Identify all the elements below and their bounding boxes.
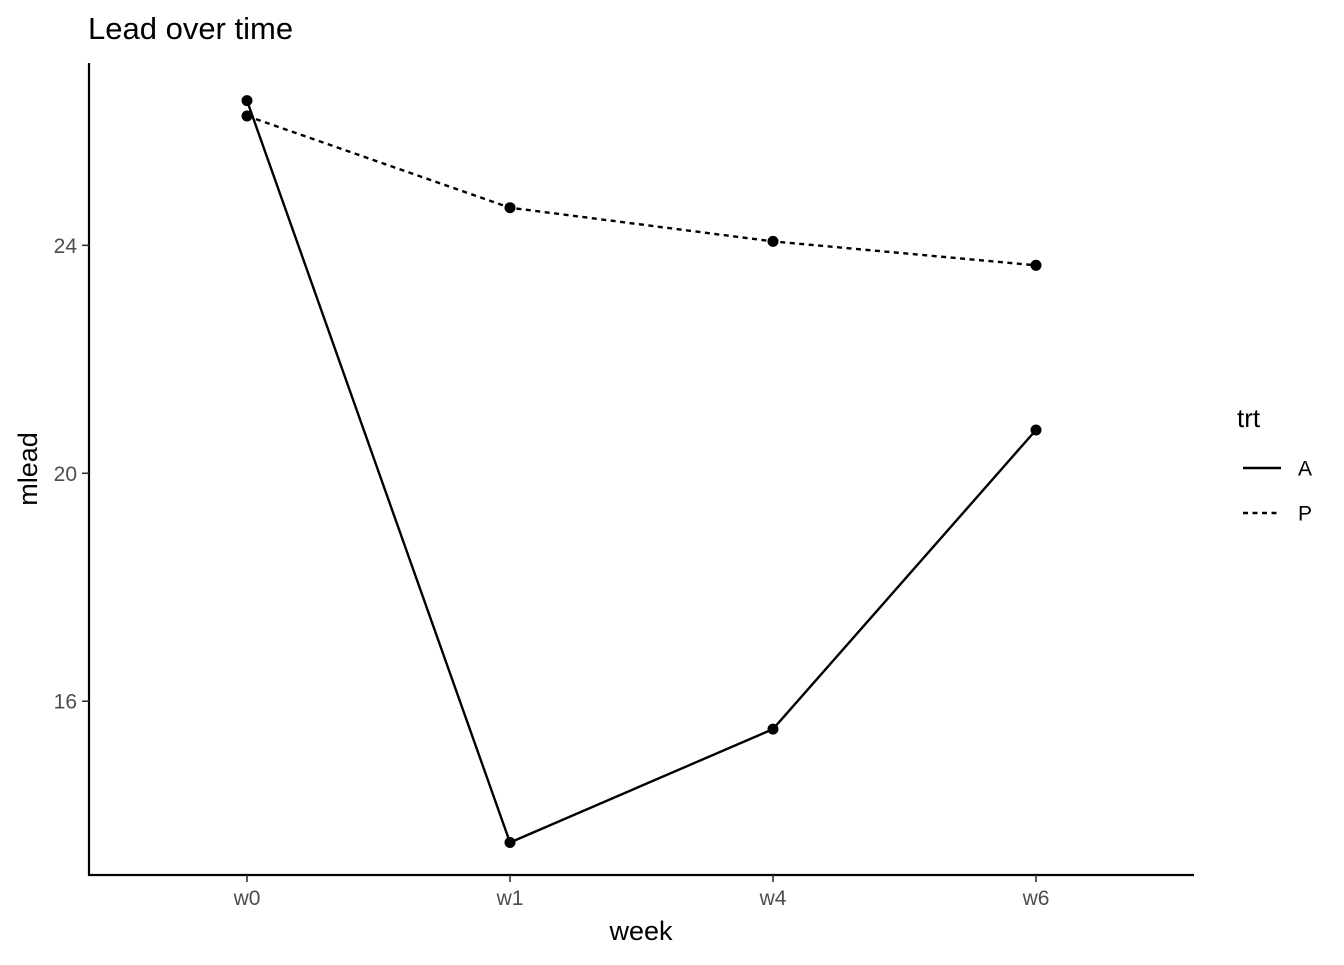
x-tick-label: w0 — [233, 887, 261, 910]
y-tick-label: 24 — [54, 235, 78, 258]
data-point-a-w6 — [1030, 424, 1042, 436]
legend-label-p: P — [1298, 503, 1312, 526]
x-tick-label: w1 — [496, 887, 524, 910]
data-point-a-w1 — [504, 837, 516, 848]
legend-title: trt — [1237, 403, 1261, 433]
series-line-p — [246, 114, 1037, 267]
data-point-p-w1 — [504, 202, 516, 214]
legend-entries: AP — [1243, 458, 1312, 526]
data-point-a-w4 — [767, 723, 779, 735]
x-axis-ticks: w0 w1 w4 w6 — [233, 875, 1050, 910]
y-tick-label: 20 — [54, 463, 77, 486]
data-point-p-w0 — [241, 110, 253, 122]
legend-label-a: A — [1298, 458, 1312, 481]
legend: trt AP — [1237, 403, 1312, 526]
data-point-p-w6 — [1030, 259, 1042, 271]
data-point-p-w4 — [767, 235, 779, 247]
y-axis-title: mlead — [13, 432, 43, 506]
plot-layer — [241, 95, 1042, 848]
data-point-a-w0 — [241, 95, 253, 107]
x-tick-label: w4 — [759, 887, 787, 910]
y-axis-ticks: 16 20 24 — [54, 235, 89, 714]
x-axis-title: week — [608, 916, 673, 946]
y-tick-label: 16 — [54, 691, 77, 714]
series-line-a — [245, 100, 1037, 844]
x-tick-label: w6 — [1022, 887, 1050, 910]
chart-title: Lead over time — [88, 11, 293, 46]
